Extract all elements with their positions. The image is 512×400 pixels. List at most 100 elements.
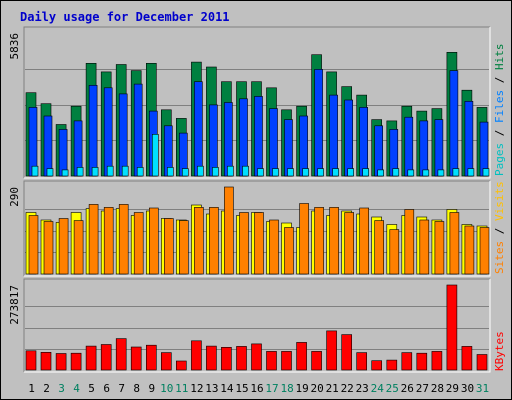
bar-pages-day-9 bbox=[152, 134, 159, 177]
panel-visits-sites: 290 bbox=[8, 180, 491, 277]
bar-pages-day-25 bbox=[392, 168, 400, 177]
bar-kbytes-day-16 bbox=[251, 343, 262, 371]
bar-pages-day-22 bbox=[347, 168, 355, 177]
bar-files-day-5 bbox=[88, 85, 98, 177]
bar-files-day-23 bbox=[359, 107, 369, 177]
day-label-19: 19 bbox=[295, 382, 308, 395]
bar-files-day-12 bbox=[194, 81, 203, 177]
bar-kbytes-day-3 bbox=[55, 353, 67, 371]
bar-files-day-8 bbox=[133, 83, 143, 177]
bar-files-day-13 bbox=[209, 104, 218, 177]
bar-sites-day-4 bbox=[73, 220, 84, 275]
bar-files-day-21 bbox=[329, 94, 338, 177]
legend-visits-sites: Sites / Visits bbox=[493, 181, 506, 274]
bar-files-day-2 bbox=[43, 115, 53, 177]
bar-sites-day-26 bbox=[404, 209, 415, 275]
bar-pages-day-10 bbox=[167, 167, 174, 177]
day-label-27: 27 bbox=[416, 382, 429, 395]
bar-sites-day-30 bbox=[464, 225, 475, 275]
bar-kbytes-day-23 bbox=[356, 352, 368, 371]
bar-kbytes-day-17 bbox=[266, 351, 277, 371]
bar-kbytes-day-30 bbox=[461, 346, 473, 371]
bar-files-day-17 bbox=[269, 108, 278, 177]
plot-border-dark bbox=[23, 180, 490, 276]
bar-pages-day-30 bbox=[467, 168, 475, 177]
bar-kbytes-day-25 bbox=[386, 359, 398, 371]
bar-pages-day-4 bbox=[76, 167, 84, 177]
day-label-13: 13 bbox=[205, 382, 218, 395]
bar-kbytes-day-4 bbox=[70, 352, 82, 371]
day-label-25: 25 bbox=[386, 382, 399, 395]
bar-kbytes-day-28 bbox=[431, 351, 443, 371]
day-label-20: 20 bbox=[310, 382, 323, 395]
day-label-30: 30 bbox=[461, 382, 474, 395]
bar-pages-day-24 bbox=[377, 169, 385, 177]
bar-pages-day-7 bbox=[121, 165, 129, 177]
bar-pages-day-31 bbox=[482, 168, 490, 177]
legend-separator: / bbox=[493, 70, 506, 90]
legend-entry-pages: Pages bbox=[493, 143, 506, 176]
chart-panels: 5836 290 273817 bbox=[8, 26, 491, 373]
bar-files-day-19 bbox=[299, 115, 308, 177]
plot-border-light bbox=[24, 27, 491, 179]
series-kbytes bbox=[25, 284, 488, 371]
bar-pages-day-12 bbox=[197, 165, 204, 177]
bar-sites-day-13 bbox=[209, 207, 219, 275]
day-label-28: 28 bbox=[431, 382, 444, 395]
day-label-2: 2 bbox=[43, 382, 50, 395]
bar-files-day-24 bbox=[374, 125, 384, 177]
bar-kbytes-day-31 bbox=[476, 354, 488, 371]
bar-sites-day-20 bbox=[314, 207, 324, 275]
bar-files-day-18 bbox=[284, 119, 293, 177]
bar-sites-day-6 bbox=[103, 207, 114, 275]
bar-kbytes-day-5 bbox=[85, 345, 97, 371]
day-label-10: 10 bbox=[160, 382, 173, 395]
series-files bbox=[28, 69, 489, 177]
bar-sites-day-17 bbox=[269, 219, 279, 275]
bar-kbytes-day-9 bbox=[146, 344, 157, 371]
bar-sites-day-29 bbox=[449, 212, 460, 275]
day-label-26: 26 bbox=[401, 382, 414, 395]
panel-hits-files-pages: 5836 bbox=[8, 26, 491, 179]
panel-max-label: 5836 bbox=[8, 33, 21, 60]
legend-entry-kbytes: KBytes bbox=[493, 331, 506, 371]
bar-pages-day-29 bbox=[452, 168, 460, 177]
legend-entry-files: Files bbox=[493, 90, 506, 123]
bar-sites-day-27 bbox=[419, 219, 430, 275]
bar-sites-day-16 bbox=[254, 212, 264, 275]
plot-border-light bbox=[24, 279, 491, 373]
bar-kbytes-day-1 bbox=[25, 350, 37, 371]
bar-sites-day-9 bbox=[149, 207, 159, 275]
day-label-18: 18 bbox=[280, 382, 293, 395]
bar-sites-day-2 bbox=[43, 221, 54, 275]
bar-kbytes-day-12 bbox=[191, 340, 202, 371]
bar-pages-day-18 bbox=[287, 168, 294, 177]
bar-sites-day-8 bbox=[133, 212, 144, 275]
day-label-1: 1 bbox=[28, 382, 35, 395]
bar-pages-day-11 bbox=[182, 168, 189, 177]
bar-sites-day-1 bbox=[28, 215, 39, 275]
plot-border-light bbox=[24, 181, 491, 277]
plot-border-dark bbox=[23, 278, 490, 372]
day-label-12: 12 bbox=[190, 382, 203, 395]
panel-max-label: 290 bbox=[8, 187, 21, 207]
bar-kbytes-day-20 bbox=[311, 351, 322, 371]
bar-files-day-7 bbox=[118, 93, 128, 177]
bar-kbytes-day-18 bbox=[281, 351, 292, 371]
day-label-16: 16 bbox=[250, 382, 263, 395]
bar-sites-day-12 bbox=[194, 207, 204, 275]
series-sites bbox=[28, 186, 490, 275]
bar-kbytes-day-29 bbox=[446, 284, 458, 371]
bar-pages-day-8 bbox=[136, 167, 144, 177]
bar-sites-day-7 bbox=[118, 204, 129, 275]
bar-kbytes-day-6 bbox=[100, 344, 112, 371]
bar-files-day-6 bbox=[103, 87, 113, 177]
bar-kbytes-day-13 bbox=[206, 345, 217, 371]
bar-sites-day-5 bbox=[88, 204, 99, 275]
bar-sites-day-19 bbox=[299, 203, 309, 275]
day-label-15: 15 bbox=[235, 382, 248, 395]
day-label-4: 4 bbox=[73, 382, 80, 395]
bar-kbytes-day-21 bbox=[326, 330, 337, 371]
bar-files-day-31 bbox=[479, 121, 489, 177]
panel-max-label: 273817 bbox=[8, 285, 21, 325]
